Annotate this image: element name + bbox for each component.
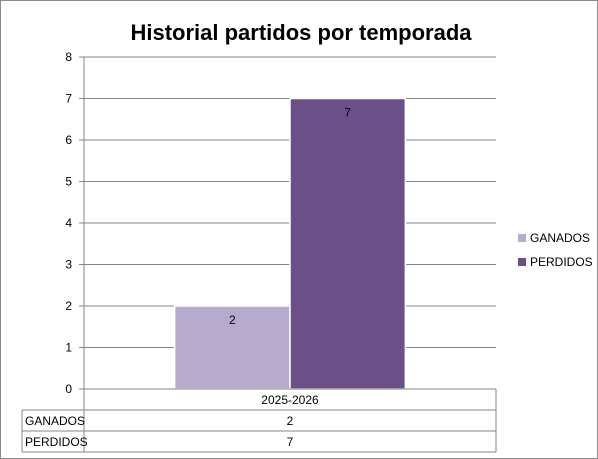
data-table: 2025-2026 GANADOS 2 PERDIDOS 7 bbox=[21, 388, 497, 453]
legend-swatch bbox=[518, 234, 526, 242]
legend: GANADOS PERDIDOS bbox=[518, 231, 593, 269]
bar-perdidos bbox=[289, 97, 407, 390]
y-tick-label: 0 bbox=[65, 382, 72, 396]
plot-area: 0 1 2 3 4 5 6 7 8 2 7 bbox=[65, 50, 496, 396]
y-tick-label: 1 bbox=[65, 341, 72, 355]
y-tick-label: 8 bbox=[65, 50, 72, 64]
legend-label: GANADOS bbox=[530, 231, 590, 245]
table-cell: 2 bbox=[287, 414, 294, 428]
data-label: 7 bbox=[344, 106, 351, 120]
x-tick-label: 2025-2026 bbox=[261, 393, 319, 407]
table-row-label: PERDIDOS bbox=[25, 435, 88, 449]
bar-ganados bbox=[173, 305, 291, 390]
table-row-label: GANADOS bbox=[25, 414, 85, 428]
y-tick-label: 5 bbox=[65, 175, 72, 189]
data-label: 2 bbox=[229, 313, 236, 327]
y-tick-label: 6 bbox=[65, 133, 72, 147]
legend-swatch bbox=[518, 258, 526, 266]
y-tick-label: 2 bbox=[65, 299, 72, 313]
y-tick-label: 3 bbox=[65, 258, 72, 272]
table-cell: 7 bbox=[287, 435, 294, 449]
y-tick-label: 7 bbox=[65, 92, 72, 106]
chart-title: Historial partidos por temporada bbox=[130, 20, 472, 45]
y-tick-label: 4 bbox=[65, 216, 72, 230]
legend-label: PERDIDOS bbox=[530, 255, 593, 269]
